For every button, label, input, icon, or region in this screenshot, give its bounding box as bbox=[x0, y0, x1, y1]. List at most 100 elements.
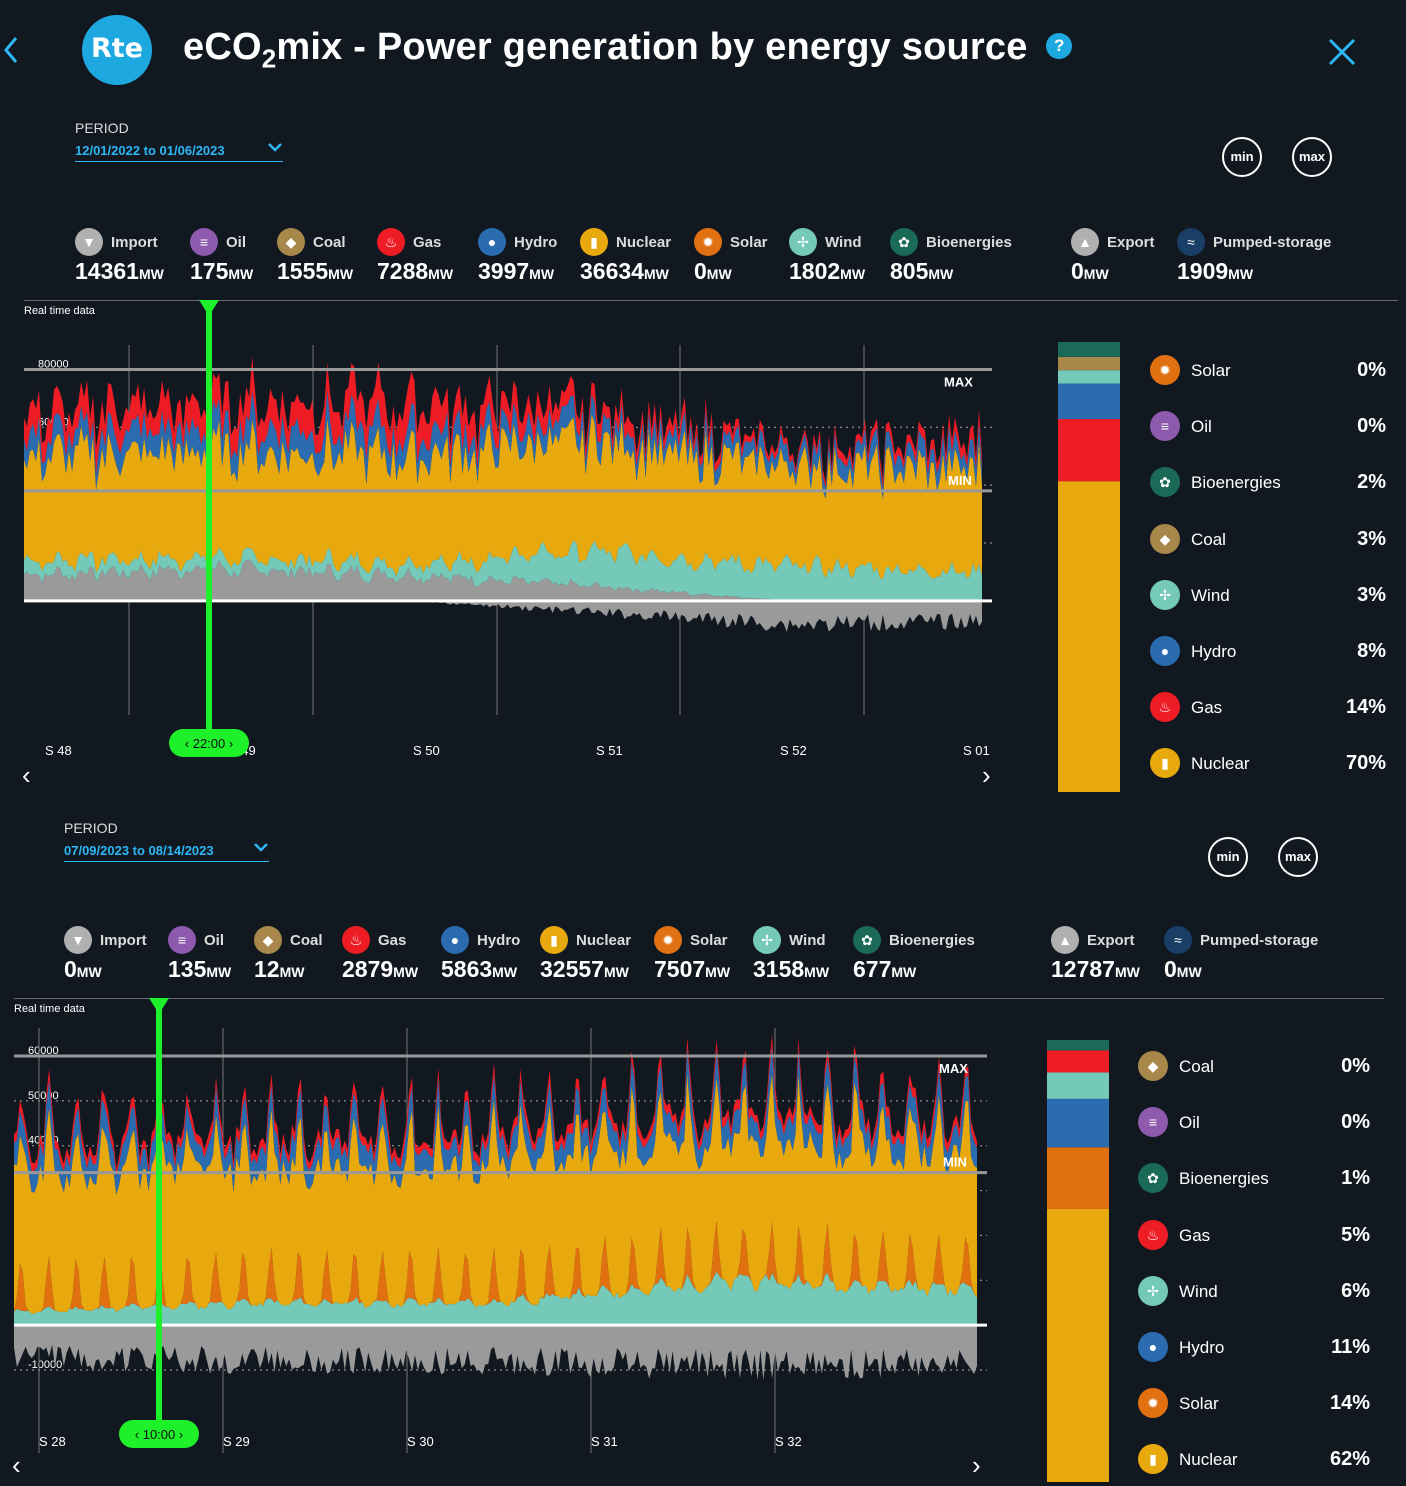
source-pumped-storage[interactable]: ≈ Pumped-storage 0MW bbox=[1164, 926, 1318, 983]
source-hydro[interactable]: ● Hydro 5863MW bbox=[441, 926, 520, 983]
cursor-time-pill[interactable] bbox=[119, 1420, 199, 1448]
pumped-wave-icon: ≈ bbox=[1164, 926, 1192, 954]
source-bioenergies[interactable]: ✿ Bioenergies 677MW bbox=[853, 926, 975, 983]
source-solar[interactable]: ✹ Solar 0MW bbox=[694, 228, 768, 285]
source-name: Pumped-storage bbox=[1213, 233, 1332, 251]
back-chevron-icon[interactable] bbox=[2, 30, 20, 70]
nuclear-plant-icon: ▮ bbox=[580, 228, 608, 256]
rte-logo: Rte bbox=[82, 15, 152, 85]
source-solar[interactable]: ✹ Solar 7507MW bbox=[654, 926, 730, 983]
source-value: 12MW bbox=[254, 956, 305, 982]
generation-area-chart[interactable]: 020000400006000080000MAXMINS 48S 49S 50S… bbox=[0, 300, 1010, 780]
source-wind[interactable]: ✢ Wind 1802MW bbox=[789, 228, 865, 285]
area-import bbox=[24, 559, 982, 601]
gas-flame-icon: ♨ bbox=[1150, 692, 1180, 723]
share-segment-hydro bbox=[1047, 1098, 1109, 1148]
source-pumped-storage[interactable]: ≈ Pumped-storage 1909MW bbox=[1177, 228, 1331, 285]
legend-item-nuclear: ▮ Nuclear 62% bbox=[1138, 1444, 1370, 1475]
source-oil[interactable]: ≡ Oil 135MW bbox=[168, 926, 231, 983]
next-period-arrow[interactable]: › bbox=[982, 760, 991, 790]
x-tick-label: S 31 bbox=[591, 1434, 618, 1449]
max-button[interactable]: max bbox=[1278, 837, 1318, 877]
source-name: Coal bbox=[290, 931, 323, 949]
source-import[interactable]: ▼ Import 14361MW bbox=[75, 228, 164, 285]
source-name: Export bbox=[1107, 233, 1155, 251]
legend-name: Wind bbox=[1179, 1281, 1218, 1301]
area-hydro bbox=[14, 1044, 977, 1195]
share-segment-coal bbox=[1058, 356, 1120, 371]
legend-name: Gas bbox=[1179, 1225, 1211, 1245]
share-segment-bioenergies bbox=[1047, 1046, 1109, 1051]
y-tick-label: 50000 bbox=[28, 1090, 59, 1102]
cursor-handle-icon[interactable] bbox=[199, 300, 219, 316]
source-hydro[interactable]: ● Hydro 3997MW bbox=[478, 228, 557, 285]
hydro-drop-icon: ● bbox=[441, 926, 469, 954]
cursor-time-pill[interactable] bbox=[169, 729, 249, 757]
legend-item-oil: ≡ Oil 0% bbox=[1138, 1107, 1370, 1138]
source-name: Solar bbox=[730, 233, 768, 251]
x-tick-label: S 32 bbox=[775, 1434, 802, 1449]
source-export[interactable]: ▲ Export 0MW bbox=[1071, 228, 1155, 285]
source-wind[interactable]: ✢ Wind 3158MW bbox=[753, 926, 829, 983]
source-import[interactable]: ▼ Import 0MW bbox=[64, 926, 147, 983]
legend-percent: 5% bbox=[1341, 1223, 1370, 1246]
wind-turbine-icon: ✢ bbox=[1150, 579, 1180, 610]
gas-flame-icon: ♨ bbox=[342, 926, 370, 954]
share-segment-gas bbox=[1047, 1050, 1109, 1073]
source-name: Gas bbox=[413, 233, 442, 251]
share-legend: ◆ Coal 0% ≡ Oil 0% ✿ Bioenergies 1% ♨ Gas 5% ✢ Wind 6%… bbox=[1138, 1051, 1370, 1481]
area-wind bbox=[14, 1271, 977, 1326]
divider bbox=[24, 300, 1398, 301]
nuclear-plant-icon: ▮ bbox=[1150, 748, 1180, 779]
legend-name: Nuclear bbox=[1191, 754, 1250, 774]
close-icon[interactable] bbox=[1326, 36, 1358, 68]
max-button[interactable]: max bbox=[1292, 137, 1332, 177]
coal-icon: ◆ bbox=[277, 228, 305, 256]
legend-percent: 62% bbox=[1329, 1448, 1370, 1471]
share-stacked-bar bbox=[1058, 342, 1120, 792]
source-name: Wind bbox=[825, 233, 862, 251]
source-nuclear[interactable]: ▮ Nuclear 36634MW bbox=[580, 228, 671, 285]
export-arrow-icon: ▲ bbox=[1071, 228, 1099, 256]
import-arrow-icon: ▼ bbox=[75, 228, 103, 256]
legend-item-oil: ≡ Oil 0% bbox=[1150, 411, 1386, 442]
source-oil[interactable]: ≡ Oil 175MW bbox=[190, 228, 253, 285]
legend-percent: 70% bbox=[1345, 752, 1386, 775]
source-coal[interactable]: ◆ Coal 12MW bbox=[254, 926, 323, 983]
bio-leaf-icon: ✿ bbox=[1150, 467, 1180, 498]
share-segment-nuclear bbox=[1047, 1208, 1109, 1482]
source-name: Bioenergies bbox=[926, 233, 1012, 251]
help-icon[interactable]: ? bbox=[1046, 32, 1073, 59]
prev-period-arrow[interactable]: ‹ bbox=[12, 1450, 21, 1480]
min-button[interactable]: min bbox=[1208, 837, 1248, 877]
prev-period-arrow[interactable]: ‹ bbox=[22, 760, 31, 790]
source-name: Pumped-storage bbox=[1200, 931, 1319, 949]
next-period-arrow[interactable]: › bbox=[972, 1450, 981, 1480]
coal-icon: ◆ bbox=[254, 926, 282, 954]
legend-name: Oil bbox=[1191, 417, 1212, 437]
period-select[interactable]: 12/01/2022 to 01/06/2023 bbox=[75, 143, 283, 162]
source-value: 0MW bbox=[1164, 956, 1202, 982]
generation-area-chart[interactable]: -100000100002000030000400005000060000MAX… bbox=[0, 998, 1000, 1468]
area-export bbox=[24, 600, 982, 632]
cursor-handle-icon[interactable] bbox=[149, 998, 169, 1014]
source-export[interactable]: ▲ Export 12787MW bbox=[1051, 926, 1140, 983]
legend-percent: 0% bbox=[1341, 1055, 1370, 1077]
legend-item-bioenergies: ✿ Bioenergies 1% bbox=[1138, 1163, 1370, 1194]
source-gas[interactable]: ♨ Gas 7288MW bbox=[377, 228, 453, 285]
legend-percent: 0% bbox=[1357, 359, 1386, 381]
legend-item-solar: ✹ Solar 14% bbox=[1138, 1388, 1370, 1419]
period-label: PERIOD bbox=[64, 820, 118, 836]
share-segment-nuclear bbox=[1058, 481, 1120, 792]
source-bioenergies[interactable]: ✿ Bioenergies 805MW bbox=[890, 228, 1012, 285]
source-coal[interactable]: ◆ Coal 1555MW bbox=[277, 228, 353, 285]
legend-name: Coal bbox=[1179, 1057, 1214, 1076]
period-select[interactable]: 07/09/2023 to 08/14/2023 bbox=[64, 843, 269, 862]
source-nuclear[interactable]: ▮ Nuclear 32557MW bbox=[540, 926, 631, 983]
min-button[interactable]: min bbox=[1222, 137, 1262, 177]
source-gas[interactable]: ♨ Gas 2879MW bbox=[342, 926, 418, 983]
legend-item-hydro: ● Hydro 11% bbox=[1138, 1332, 1370, 1362]
gas-flame-icon: ♨ bbox=[1138, 1219, 1168, 1250]
chevron-down-icon bbox=[254, 843, 268, 852]
x-tick-label: S 51 bbox=[596, 743, 623, 758]
